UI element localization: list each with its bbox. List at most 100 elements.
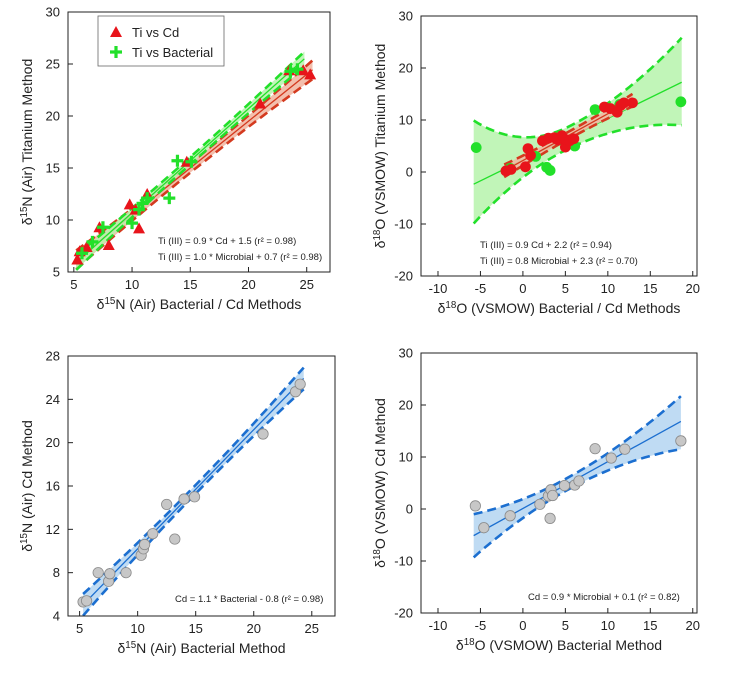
data-point-triangle [133, 222, 146, 234]
x-tick-label: 10 [601, 281, 615, 296]
data-point-plus [75, 247, 88, 260]
regression-equation: Ti (III) = 0.8 Microbial + 2.3 (r² = 0.7… [480, 256, 638, 267]
x-tick-label: 15 [188, 621, 202, 636]
data-point-circle [120, 567, 132, 579]
x-tick-label: -10 [429, 281, 448, 296]
y-tick-label: 10 [399, 113, 413, 128]
x-tick-label: 15 [643, 618, 657, 633]
data-point-circle [294, 378, 306, 390]
x-axis-label: δ15N (Air) Bacterial Method [117, 640, 285, 657]
data-point-circle [147, 528, 159, 540]
data-point-circle [178, 493, 190, 505]
data-point-circle [589, 443, 601, 455]
data-point-circle [618, 97, 630, 109]
data-point-triangle [304, 68, 317, 80]
y-tick-label: 20 [399, 61, 413, 76]
chart-panel-a: 5 10 15 20 25 5 10 15 20 25 30 δ15N (Air) Bacterial… [19, 5, 331, 313]
data-point-circle [589, 104, 601, 115]
data-point-circle [92, 567, 104, 579]
data-point-plus [163, 192, 176, 205]
y-axis-label: δ15N (Air) Cd Method [19, 420, 36, 552]
data-point-circle [605, 452, 617, 464]
data-point-circle [169, 533, 181, 545]
y-tick-label: 16 [46, 479, 60, 494]
series-red-points [500, 97, 638, 177]
data-point-circle [520, 161, 531, 173]
data-point-plus [171, 154, 184, 167]
y-tick-label: 24 [46, 392, 60, 407]
ci-upper-line [82, 366, 305, 595]
x-tick-label: 0 [519, 281, 526, 296]
chart-panel-b: -10 -5 0 5 10 15 20 -20 -10 0 10 20 30 δ18O (VSMOW) B… [372, 9, 700, 317]
chart-legend: Ti vs Cd Ti vs Bacterial [97, 15, 225, 67]
regression-equation: Ti (III) = 0.9 Cd + 2.2 (r² = 0.94) [480, 240, 612, 251]
y-tick-label: 12 [46, 522, 60, 537]
series-grey-points [77, 378, 306, 608]
x-tick-label: 20 [241, 277, 255, 292]
data-point-plus [141, 192, 154, 205]
data-point-circle [525, 149, 536, 161]
data-point-triangle [80, 241, 93, 253]
plot-area [71, 50, 317, 271]
x-tick-label: 5 [562, 281, 569, 296]
x-tick-label: 25 [305, 621, 319, 636]
data-point-circle [478, 522, 490, 534]
ci-upper-line [473, 395, 682, 516]
ci-lower-line [472, 447, 682, 559]
data-point-plus [96, 221, 109, 234]
x-tick-label: 10 [125, 277, 139, 292]
data-point-plus [126, 217, 139, 230]
y-tick-label: -10 [394, 217, 413, 232]
data-point-plus [86, 235, 99, 248]
y-axis-label: δ15N (Air) Titanium Method [19, 59, 36, 226]
data-point-circle [534, 498, 546, 510]
x-axis-label: δ18O (VSMOW) Bacterial Method [456, 637, 662, 654]
x-tick-label: 10 [601, 618, 615, 633]
y-axis-label: δ18O (VSMOW) Titanium Method [372, 44, 389, 249]
plot-frame [420, 352, 698, 614]
data-point-plus [185, 155, 198, 168]
plot-area [77, 366, 306, 616]
x-axis-label: δ15N (Air) Bacterial / Cd Methods [97, 296, 302, 313]
x-tick-label: 20 [247, 621, 261, 636]
data-point-circle [568, 133, 580, 145]
series-grey-points [469, 435, 687, 534]
data-point-circle [619, 443, 631, 455]
data-point-triangle [71, 253, 84, 265]
x-tick-label: -10 [429, 618, 448, 633]
data-point-circle [547, 489, 559, 502]
y-tick-label: 10 [46, 213, 60, 228]
data-point-circle [675, 96, 687, 108]
y-tick-label: 8 [53, 565, 60, 580]
x-tick-label: 15 [643, 281, 657, 296]
plot-area [470, 36, 687, 225]
data-point-circle [80, 595, 93, 607]
legend-box [97, 15, 225, 67]
y-tick-label: 5 [53, 265, 60, 280]
y-tick-label: -20 [394, 269, 413, 284]
x-tick-label: 5 [562, 618, 569, 633]
data-point-triangle [123, 198, 136, 210]
x-tick-label: 10 [130, 621, 144, 636]
y-tick-label: 30 [46, 5, 60, 20]
chart-panel-d: -10 -5 0 5 10 15 20 -20 -10 0 10 20 30 δ18O (VSMOW) B… [372, 346, 700, 654]
legend-label: Ti vs Cd [132, 25, 179, 40]
y-axis-label: δ18O (VSMOW) Cd Method [372, 398, 389, 568]
y-tick-label: 20 [46, 435, 60, 450]
data-point-circle [504, 510, 516, 522]
data-point-plus [284, 65, 297, 78]
x-tick-label: 5 [70, 277, 77, 292]
y-tick-label: 30 [399, 9, 413, 24]
data-point-circle [257, 428, 269, 440]
data-point-circle [627, 97, 638, 109]
data-point-circle [161, 498, 173, 511]
data-point-circle [470, 142, 482, 153]
regression-equation: Cd = 1.1 * Bacterial - 0.8 (r² = 0.98) [175, 594, 323, 605]
data-point-circle [139, 538, 151, 551]
x-tick-label: 25 [299, 277, 313, 292]
data-point-circle [469, 500, 481, 512]
y-tick-label: 25 [46, 57, 60, 72]
y-tick-label: 20 [399, 398, 413, 413]
legend-label: Ti vs Bacterial [132, 45, 213, 60]
